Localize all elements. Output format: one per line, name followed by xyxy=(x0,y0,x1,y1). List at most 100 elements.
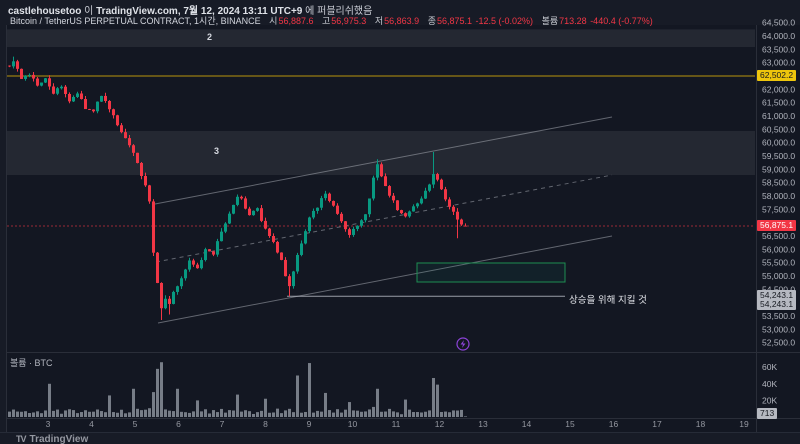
candle-body xyxy=(340,213,343,222)
candle-body xyxy=(152,201,155,253)
low-label: 저 xyxy=(374,16,384,26)
candle-body xyxy=(336,205,339,214)
volume-bar xyxy=(372,406,375,417)
candle-body xyxy=(176,286,179,292)
candle-body xyxy=(24,75,27,79)
pane-separator[interactable] xyxy=(7,352,800,353)
volume-pane-title[interactable]: 볼륨 · BTC xyxy=(10,358,53,368)
candle-body xyxy=(312,210,315,218)
time-tick-label: 10 xyxy=(348,419,358,429)
candle-body xyxy=(296,254,299,272)
volume-bar xyxy=(156,368,159,417)
channel-middle-dashed-line xyxy=(155,174,613,263)
price-tick-label: 64,000.0 xyxy=(762,31,795,41)
candle-body xyxy=(32,74,35,79)
candle-body xyxy=(120,125,123,133)
candle-body xyxy=(156,252,159,283)
price-tick-label: 56,000.0 xyxy=(762,244,795,254)
idea-marker-icon[interactable] xyxy=(456,337,470,351)
volume-bar xyxy=(52,410,55,417)
price-tick-label: 52,500.0 xyxy=(762,338,795,348)
published-price-axis-label: 62,502.2 xyxy=(757,70,797,81)
volume-bar xyxy=(116,412,119,417)
volume-label: 볼륨 xyxy=(541,16,559,26)
candle-body xyxy=(452,206,455,212)
candle-body xyxy=(188,260,191,270)
candle-body xyxy=(368,198,371,215)
candle-body xyxy=(456,211,459,220)
time-tick-label: 12 xyxy=(435,419,445,429)
price-tick-label: 57,500.0 xyxy=(762,204,795,214)
candle-body xyxy=(100,95,103,102)
tradingview-logo[interactable]: TV TradingView xyxy=(16,433,88,444)
candle-body xyxy=(348,229,351,235)
symbol-title[interactable]: Bitcoin / TetherUS PERPETUAL CONTRACT, 1… xyxy=(10,16,261,26)
volume-bar xyxy=(240,411,243,417)
volume-bar xyxy=(308,363,311,417)
volume-bar xyxy=(60,413,63,417)
publish-connector: 이 xyxy=(84,6,94,17)
candle-body xyxy=(400,210,403,214)
candle-body xyxy=(140,162,143,176)
volume-bar xyxy=(236,394,239,417)
volume-bar xyxy=(444,411,447,417)
candle-body xyxy=(388,186,391,196)
volume-bar xyxy=(452,410,455,417)
candle-body xyxy=(220,231,223,242)
symbol-info-bar[interactable]: Bitcoin / TetherUS PERPETUAL CONTRACT, 1… xyxy=(10,14,653,27)
volume-bar xyxy=(16,411,19,417)
chart-canvas[interactable]: 64,500.0 64,000.0 63,500.0 63,000.0 62,000.0… xyxy=(0,0,800,432)
candle-body xyxy=(132,145,135,153)
time-tick-label: 7 xyxy=(220,419,225,429)
time-tick-label: 18 xyxy=(696,419,706,429)
support-price-axis-label-2: 54,243.1 xyxy=(757,299,797,310)
volume-bar xyxy=(164,409,167,417)
volume-bar xyxy=(288,408,291,417)
candle-body xyxy=(172,291,175,304)
publish-username[interactable]: castlehousetoo xyxy=(8,6,82,17)
volume-bar xyxy=(56,409,59,417)
volume-bar xyxy=(356,410,359,417)
candle-body xyxy=(284,259,287,277)
candle-body xyxy=(144,175,147,186)
volume-bar xyxy=(268,412,271,417)
volume-bar xyxy=(224,412,227,417)
bottom-bar: TV TradingView xyxy=(0,432,800,444)
volume-bar xyxy=(140,410,143,417)
volume-bar xyxy=(88,411,91,417)
volume-bar xyxy=(412,412,415,417)
candle-body xyxy=(344,221,347,230)
plot-background[interactable] xyxy=(7,25,800,432)
volume-bar xyxy=(172,411,175,417)
target-zone-box xyxy=(416,262,566,283)
price-tick-label: 63,000.0 xyxy=(762,58,795,68)
price-tick-label: 59,500.0 xyxy=(762,151,795,161)
support-note-text: 상승을 위해 지킬 것 xyxy=(569,295,647,306)
volume-bar xyxy=(144,409,147,417)
volume-bar xyxy=(64,410,67,417)
candle-body xyxy=(204,249,207,261)
candle-body xyxy=(16,61,19,69)
candle-body xyxy=(216,241,219,255)
volume-bar xyxy=(188,412,191,417)
candle-body xyxy=(276,241,279,253)
volume-bar xyxy=(416,412,419,417)
candle-body xyxy=(376,164,379,178)
price-tick-label: 61,000.0 xyxy=(762,111,795,121)
volume-bar xyxy=(332,412,335,417)
candle-body xyxy=(364,214,367,221)
volume-bar xyxy=(120,409,123,417)
volume-bar xyxy=(152,392,155,417)
price-tick-label: 61,500.0 xyxy=(762,98,795,108)
volume-bar xyxy=(132,388,135,417)
volume-bar xyxy=(440,411,443,417)
volume-bar xyxy=(256,412,259,417)
price-tick-label: 59,000.0 xyxy=(762,164,795,174)
candle-body xyxy=(280,252,283,260)
price-tick-label: 55,000.0 xyxy=(762,271,795,281)
volume-bar xyxy=(108,395,111,417)
volume-bar xyxy=(352,410,355,417)
volume-bar xyxy=(436,384,439,417)
candle-body xyxy=(180,278,183,287)
